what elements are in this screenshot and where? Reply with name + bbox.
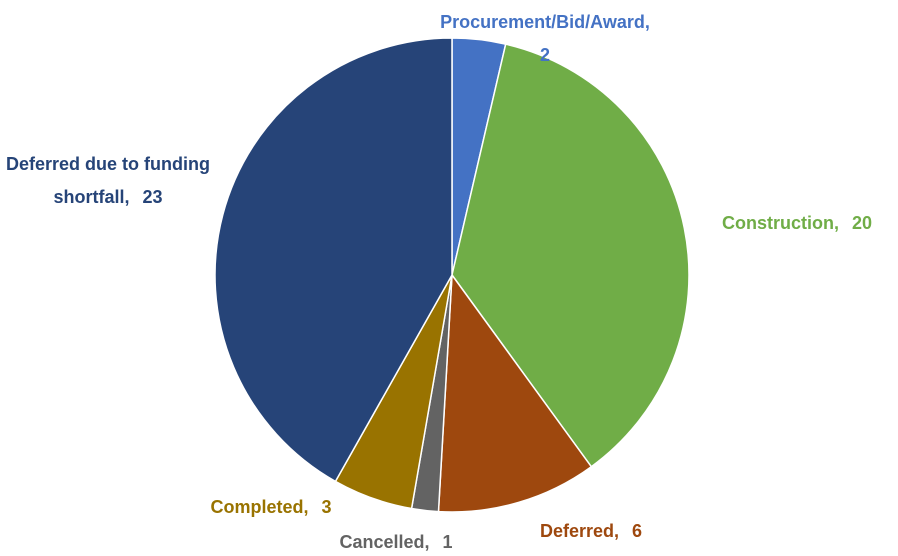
- value-label: 6: [632, 521, 643, 541]
- pie-slice: [451, 43, 690, 468]
- data-label: Construction, 20: [677, 207, 898, 240]
- value-label: 1: [442, 532, 453, 552]
- data-label: Procurement/Bid/Award, 2: [385, 6, 705, 72]
- value-label: 3: [321, 497, 332, 517]
- value-label: 20: [851, 213, 873, 233]
- pie-slice: [437, 272, 593, 513]
- category-label: Cancelled,: [339, 532, 430, 552]
- data-label: Completed, 3: [171, 491, 371, 524]
- value-label: 23: [142, 187, 163, 207]
- category-label: Deferred due to funding shortfall,: [6, 154, 210, 207]
- category-label: Completed,: [210, 497, 309, 517]
- category-label: Deferred,: [539, 521, 619, 541]
- pie-slice: [214, 37, 453, 483]
- category-label: Procurement/Bid/Award,: [440, 12, 650, 32]
- data-label: Cancelled, 1: [296, 526, 496, 556]
- category-label: Construction,: [721, 213, 839, 233]
- value-label: 2: [539, 45, 550, 65]
- data-label: Deferred due to funding shortfall, 23: [3, 148, 213, 214]
- data-label: Deferred, 6: [491, 515, 691, 548]
